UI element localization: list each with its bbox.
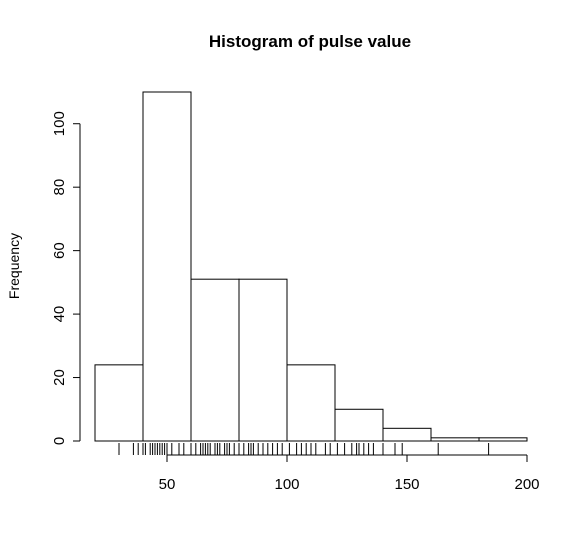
x-tick-label: 200	[514, 476, 539, 493]
histogram-bar	[142, 91, 192, 442]
histogram-bar	[478, 437, 528, 442]
y-tick-label: 0	[51, 437, 68, 445]
histogram-bar	[286, 364, 336, 442]
x-tick-label: 150	[394, 476, 419, 493]
histogram-bar	[94, 364, 144, 442]
y-tick-label: 20	[51, 369, 68, 386]
histogram-bar	[238, 278, 288, 442]
y-tick-label: 40	[51, 306, 68, 323]
y-tick-label: 80	[51, 179, 68, 196]
histogram-bar	[190, 278, 240, 442]
y-axis-label: Frequency	[6, 233, 22, 299]
bars-group	[94, 91, 528, 442]
histogram-bar	[382, 427, 432, 442]
y-axis: 0 20 40 60 80 100	[51, 111, 81, 445]
y-tick-label: 60	[51, 242, 68, 259]
histogram-bar	[334, 408, 384, 442]
chart-title: Histogram of pulse value	[209, 32, 411, 51]
rug-group	[118, 443, 490, 455]
y-tick-label: 100	[51, 111, 68, 136]
x-axis: 50 100 150 200	[159, 454, 540, 493]
histogram-bar	[430, 437, 480, 442]
x-tick-label: 100	[274, 476, 299, 493]
x-tick-label: 50	[159, 476, 176, 493]
